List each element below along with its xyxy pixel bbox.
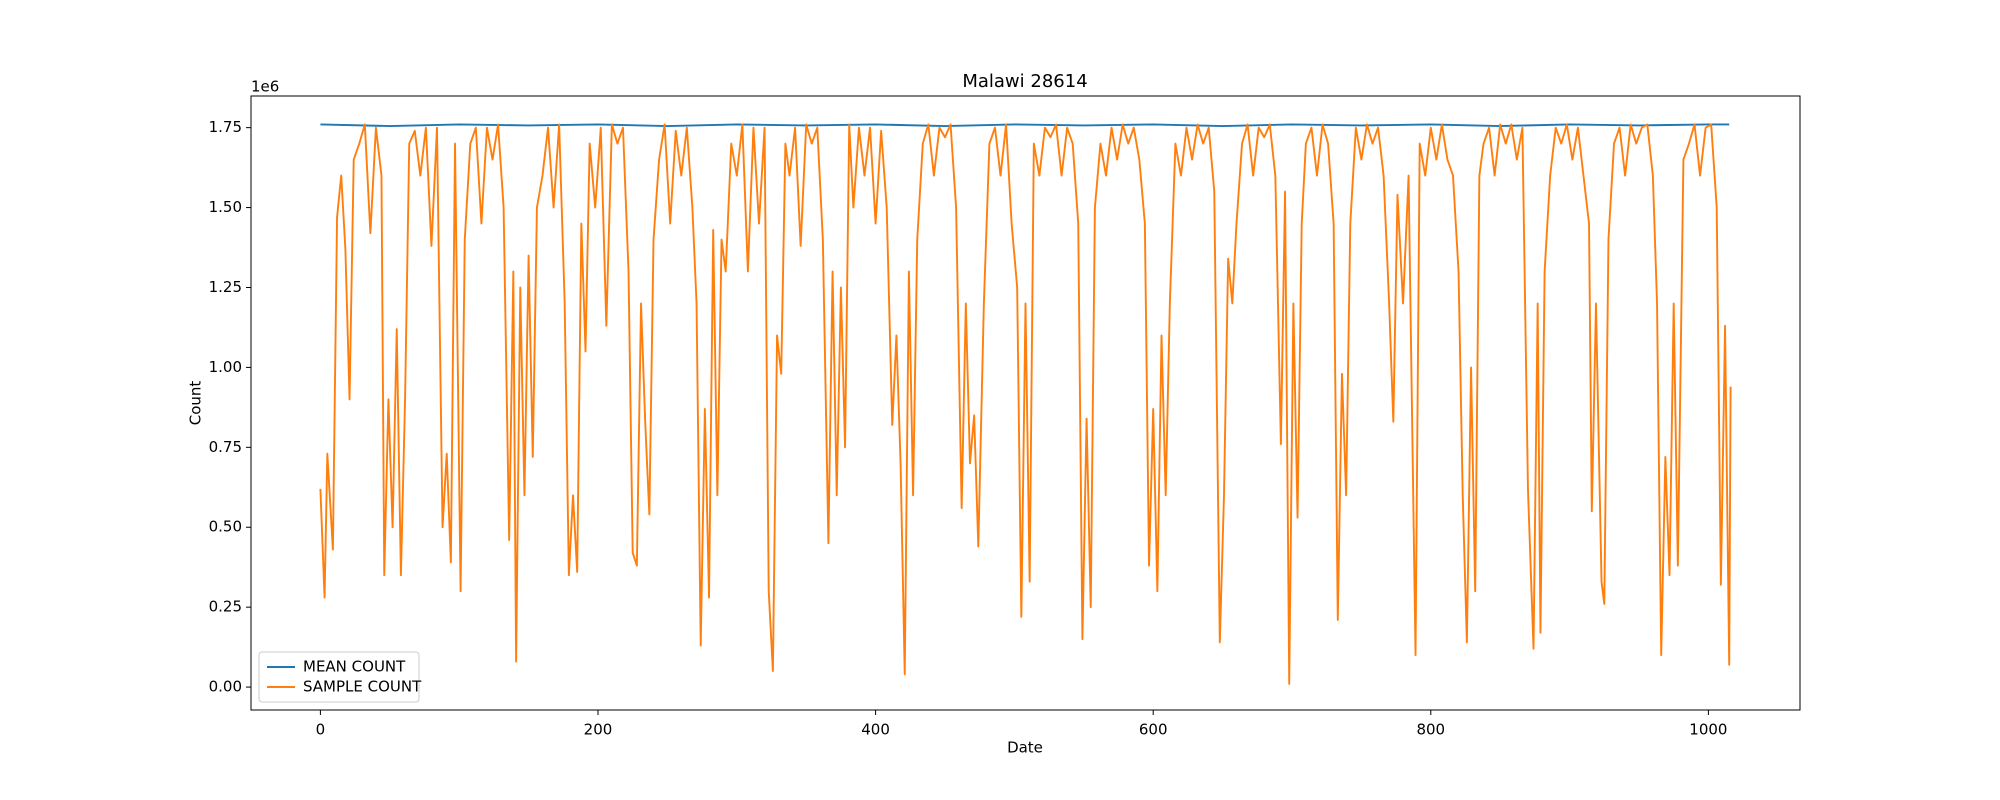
plot-frame bbox=[250, 95, 1801, 711]
y-tick-label: 1.50 bbox=[209, 198, 242, 216]
y-offset-label: 1e6 bbox=[251, 78, 279, 96]
legend-label: SAMPLE COUNT bbox=[303, 678, 422, 696]
y-axis-label: Count bbox=[187, 381, 205, 426]
data-line bbox=[319, 123, 1732, 685]
x-tick-label: 800 bbox=[1416, 721, 1445, 739]
y-tick-label: 0.25 bbox=[209, 598, 242, 616]
x-tick-label: 200 bbox=[584, 721, 613, 739]
y-tick-label: 1.00 bbox=[209, 358, 242, 376]
x-tick-label: 0 bbox=[316, 721, 326, 739]
x-tick-label: 1000 bbox=[1689, 721, 1727, 739]
legend-label: MEAN COUNT bbox=[303, 658, 406, 676]
y-tick-label: 1.25 bbox=[209, 278, 242, 296]
chart-title: Malawi 28614 bbox=[962, 71, 1087, 92]
x-tick-label: 600 bbox=[1139, 721, 1168, 739]
x-axis-label: Date bbox=[1007, 739, 1043, 757]
y-tick-label: 0.75 bbox=[209, 438, 242, 456]
y-tick-label: 0.00 bbox=[209, 678, 242, 696]
x-tick-label: 400 bbox=[861, 721, 890, 739]
legend-box bbox=[258, 651, 420, 703]
y-tick-label: 0.50 bbox=[209, 518, 242, 536]
data-line bbox=[320, 123, 1730, 127]
y-tick-label: 1.75 bbox=[209, 118, 242, 136]
